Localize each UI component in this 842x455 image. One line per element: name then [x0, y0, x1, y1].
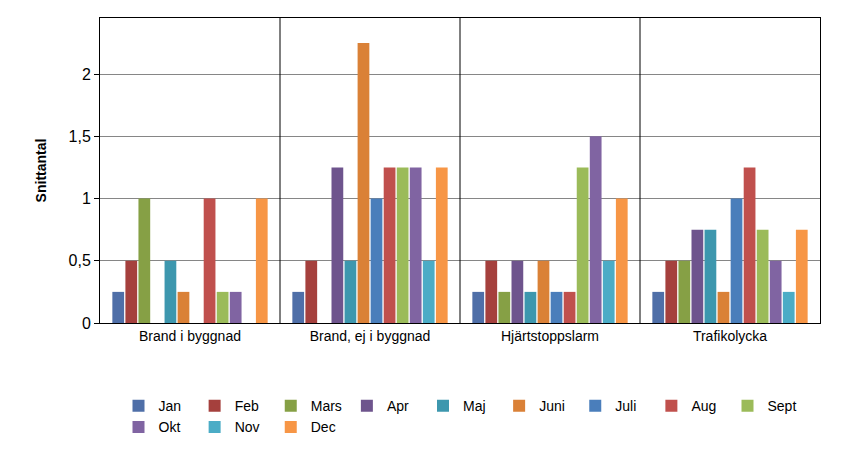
- svg-text:1,5: 1,5: [69, 128, 91, 145]
- svg-text:Feb: Feb: [235, 398, 259, 414]
- svg-text:Hjärtstoppslarm: Hjärtstoppslarm: [501, 328, 599, 344]
- svg-text:2: 2: [82, 66, 91, 83]
- svg-text:Juli: Juli: [615, 398, 636, 414]
- svg-text:Mars: Mars: [311, 398, 342, 414]
- svg-text:Juni: Juni: [539, 398, 565, 414]
- svg-text:0: 0: [82, 315, 91, 332]
- svg-text:Nov: Nov: [235, 419, 260, 435]
- svg-text:Maj: Maj: [463, 398, 486, 414]
- svg-text:Aug: Aug: [691, 398, 716, 414]
- svg-text:1: 1: [82, 190, 91, 207]
- svg-text:Sept: Sept: [768, 398, 797, 414]
- svg-text:Snittantal: Snittantal: [33, 139, 49, 203]
- svg-text:0,5: 0,5: [69, 252, 91, 269]
- svg-text:Dec: Dec: [311, 419, 336, 435]
- svg-text:Apr: Apr: [387, 398, 409, 414]
- svg-text:Okt: Okt: [159, 419, 181, 435]
- svg-text:Brand i byggnad: Brand i byggnad: [139, 328, 241, 344]
- svg-text:Brand, ej i byggnad: Brand, ej i byggnad: [310, 328, 431, 344]
- svg-text:Trafikolycka: Trafikolycka: [693, 328, 767, 344]
- svg-text:Jan: Jan: [159, 398, 182, 414]
